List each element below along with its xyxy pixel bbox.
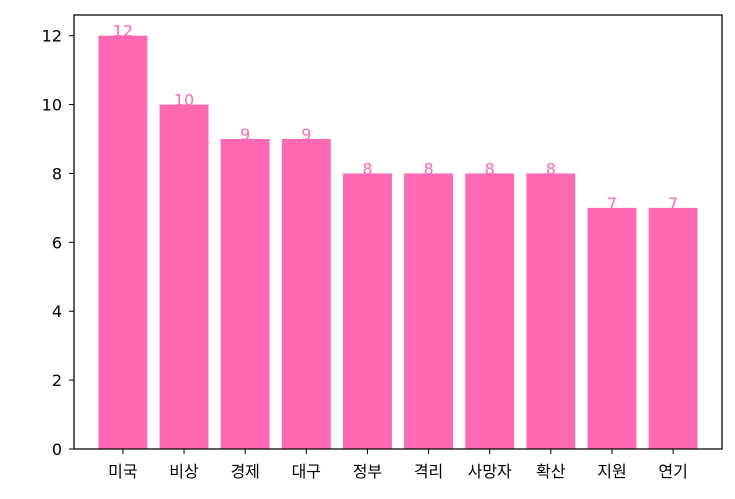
- data-label-7: 8: [546, 159, 556, 178]
- bars-group: [98, 35, 698, 450]
- x-tick-label-4: 정부: [353, 462, 382, 481]
- data-label-3: 9: [301, 125, 311, 144]
- bar-7: [526, 173, 576, 449]
- y-tick-label-6: 12: [42, 27, 62, 46]
- bar-0: [98, 35, 148, 450]
- data-label-5: 8: [423, 159, 433, 178]
- plot-frame: [73, 14, 723, 450]
- x-tick-label-1: 비상: [169, 462, 199, 481]
- bar-5: [404, 173, 454, 449]
- x-tick-label-2: 경제: [230, 462, 259, 481]
- bar-3: [281, 139, 331, 449]
- bar-2: [220, 139, 270, 449]
- bar-6: [465, 173, 515, 449]
- x-tick-label-0: 미국: [108, 462, 137, 481]
- y-tick-label-5: 10: [42, 96, 62, 115]
- y-tick-label-0: 0: [52, 440, 62, 459]
- bar-8: [587, 207, 637, 449]
- x-tick-label-7: 확산: [536, 462, 566, 481]
- data-label-8: 7: [607, 194, 617, 213]
- x-tick-label-5: 격리: [414, 462, 443, 481]
- x-tick-label-6: 사망자: [468, 462, 512, 481]
- data-label-2: 9: [240, 125, 250, 144]
- bar-9: [648, 207, 698, 449]
- x-tick-label-9: 연기: [658, 462, 687, 481]
- value-labels-group: 12 10 9 9 8 8 8 8 7 7: [113, 22, 678, 213]
- y-axis: 0 2 4 6 8 10 12: [42, 27, 74, 459]
- x-tick-label-8: 지원: [597, 462, 626, 481]
- data-label-4: 8: [362, 159, 372, 178]
- bar-4: [342, 173, 392, 449]
- bar-1: [159, 104, 209, 450]
- data-label-1: 10: [174, 91, 194, 110]
- data-label-6: 8: [485, 159, 495, 178]
- x-axis: 미국 비상 경제 대구 정부 격리 사망자 확산 지원 연기: [108, 449, 688, 481]
- y-tick-label-1: 2: [52, 371, 62, 390]
- y-tick-label-4: 8: [52, 164, 62, 183]
- data-label-9: 7: [668, 194, 678, 213]
- y-tick-label-3: 6: [52, 233, 62, 252]
- x-tick-label-3: 대구: [292, 462, 321, 481]
- data-label-0: 12: [113, 22, 133, 41]
- y-tick-label-2: 4: [52, 302, 62, 321]
